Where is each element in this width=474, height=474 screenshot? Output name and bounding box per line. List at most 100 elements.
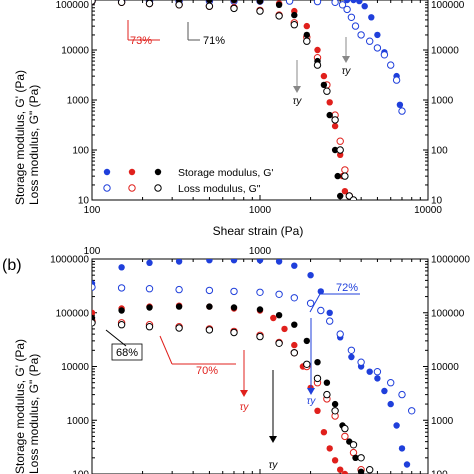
data-point-black-loss <box>117 0 126 6</box>
x-tick-label: 1000 <box>249 246 272 257</box>
data-point-black-storage <box>326 111 333 119</box>
data-point-blue-storage <box>368 14 375 21</box>
panel-b-ylabel-loss: Loss modulus, G" (Pa) <box>27 354 41 474</box>
data-point-black-loss <box>92 319 96 327</box>
panel-a-ylabel-loss: Loss modulus, G" (Pa) <box>27 85 41 205</box>
data-point-blue-loss <box>306 299 315 307</box>
data-point-blue-loss <box>205 286 214 295</box>
y-tick-label-left: 1000000 <box>50 255 89 266</box>
data-point-blue-loss <box>326 317 334 325</box>
data-point-blue-storage <box>206 259 213 264</box>
yield-marker-b-blue-label: τy <box>307 396 317 407</box>
data-point-blue-storage <box>317 288 324 295</box>
data-point-blue-loss <box>256 288 264 296</box>
data-point-black-loss <box>331 116 339 124</box>
data-point-red-storage <box>320 429 328 436</box>
data-point-blue-storage <box>403 461 411 468</box>
data-point-blue-loss <box>317 306 325 315</box>
y-tick-label-left: 10000 <box>61 362 89 373</box>
legend-red-open <box>128 184 136 192</box>
data-point-blue-loss <box>387 379 395 387</box>
annotation-68pct: 68% <box>105 329 143 361</box>
data-point-blue-loss <box>380 51 389 59</box>
data-point-red-storage <box>320 72 328 80</box>
y-tick-label-left: 1000 <box>67 96 90 107</box>
legend-storage-label: Storage modulus, G' <box>178 167 273 179</box>
data-point-blue-loss <box>387 61 395 69</box>
data-point-black-loss <box>349 441 358 449</box>
data-point-blue-storage <box>118 264 125 271</box>
y-tick-label-right: 100000 <box>431 308 465 319</box>
data-point-black-storage <box>230 304 238 311</box>
data-point-black-storage <box>303 31 310 39</box>
data-point-black-storage <box>320 81 328 89</box>
yield-marker-a-black: τy <box>293 60 303 107</box>
data-point-blue-storage <box>146 259 153 266</box>
data-point-red-storage <box>314 46 321 54</box>
y-tick-label-right: 10000 <box>431 46 459 57</box>
y-tick-label-right: 100000 <box>431 0 465 11</box>
data-point-blue-loss <box>175 285 183 294</box>
data-point-blue-loss <box>347 13 356 21</box>
yield-marker-a-black-label: τy <box>293 96 303 107</box>
data-point-black-loss <box>92 0 96 5</box>
data-point-blue-storage <box>256 259 264 264</box>
x-tick-label: 1000 <box>249 205 272 216</box>
data-point-black-loss <box>256 7 264 15</box>
legend-loss-label: Loss modulus, G" <box>178 183 261 195</box>
data-point-black-loss <box>230 4 238 13</box>
data-point-blue-storage <box>374 31 381 39</box>
y-tick-label-right: 10 <box>431 196 443 207</box>
data-point-blue-loss <box>392 76 401 84</box>
data-point-black-loss <box>341 424 349 433</box>
legend-red-filled <box>128 168 136 176</box>
yield-marker-b-black: τy <box>269 370 279 471</box>
data-point-black-storage <box>146 304 153 311</box>
data-point-black-loss <box>341 172 349 180</box>
data-point-blue-storage <box>175 259 183 265</box>
data-point-blue-loss <box>230 287 238 296</box>
y-tick-label-left: 1000 <box>67 416 90 427</box>
data-point-blue-storage <box>307 272 314 279</box>
panel-a-xlabel: Shear strain (Pa) <box>213 224 304 238</box>
data-point-blue-loss <box>285 0 294 5</box>
data-point-blue-storage <box>275 259 283 265</box>
yield-marker-b-black-label: τy <box>269 460 279 471</box>
data-point-black-storage <box>206 303 213 310</box>
data-point-blue-storage <box>374 375 381 382</box>
data-point-blue-loss <box>373 44 382 52</box>
data-point-red-storage <box>331 122 339 130</box>
data-point-black-storage <box>275 1 283 8</box>
y-tick-label-left: 100 <box>72 146 89 157</box>
data-point-black-storage <box>256 0 264 5</box>
data-point-blue-loss <box>398 390 406 399</box>
data-point-black-storage <box>206 0 213 4</box>
y-tick-label-right: 1000000 <box>431 255 470 266</box>
panel-b-markers <box>92 259 416 474</box>
data-point-red-loss <box>336 137 344 145</box>
data-point-black-loss <box>366 466 374 474</box>
data-point-black-loss <box>175 324 183 332</box>
panel-a-ylabel-storage: Storage modulus, G' (Pa) <box>13 70 27 205</box>
data-point-black-loss <box>175 1 183 9</box>
legend-black-open <box>154 184 162 192</box>
data-point-blue-storage <box>350 0 357 4</box>
data-point-blue-loss <box>338 1 347 9</box>
panel-a-legend: Storage modulus, G' Loss modulus, G" <box>103 167 273 195</box>
y-tick-label-left: 10000 <box>61 46 89 57</box>
data-point-red-storage <box>341 470 349 474</box>
data-point-black-loss <box>323 390 331 399</box>
panel-a-chart: Storage modulus, G' (Pa) Loss modulus, G… <box>13 0 465 238</box>
data-point-blue-storage <box>291 262 298 269</box>
legend-blue-filled <box>103 168 111 176</box>
panel-b-chart: (b) Storage modulus, G' (Pa) Loss modulu… <box>2 246 470 474</box>
legend-blue-open <box>103 184 111 192</box>
annotation-70pct-label: 70% <box>196 365 218 377</box>
data-point-red-storage <box>291 341 298 349</box>
data-point-blue-loss <box>331 0 339 6</box>
yield-marker-b-red-label: τy <box>240 402 250 413</box>
data-point-black-loss <box>313 374 322 383</box>
data-point-red-storage <box>281 325 288 333</box>
